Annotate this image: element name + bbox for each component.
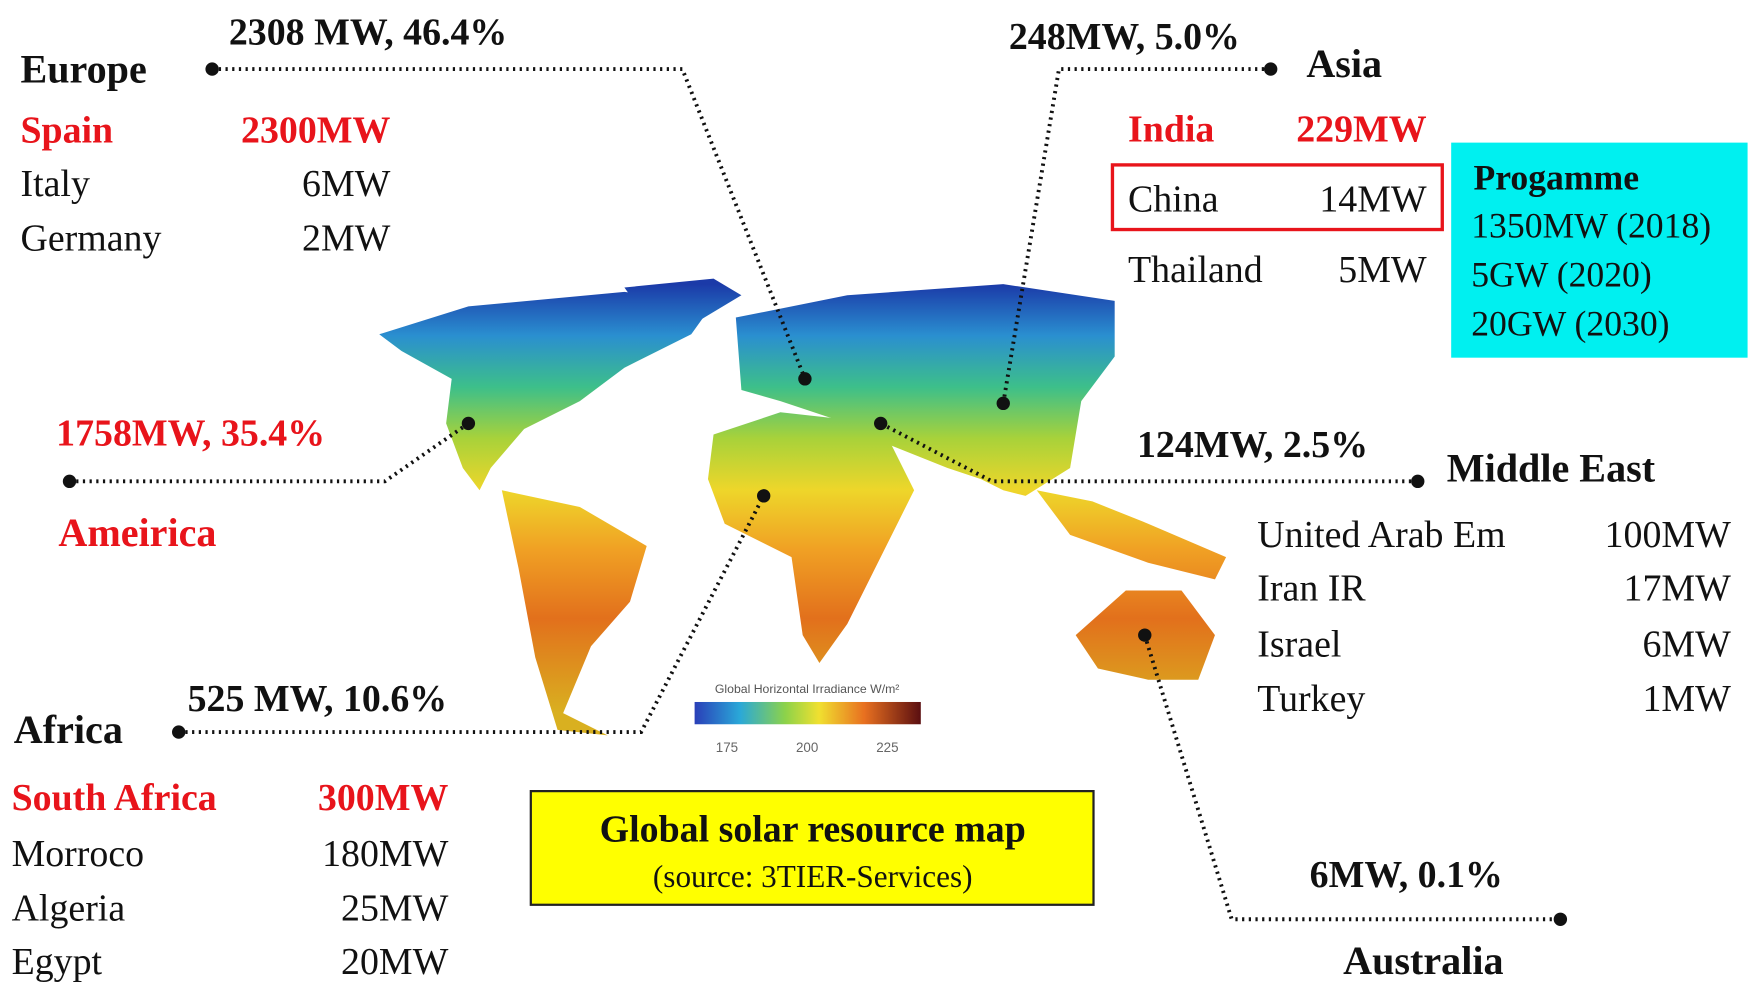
country-name: China — [1128, 179, 1219, 221]
dot — [461, 416, 476, 431]
country-value: 6MW — [302, 163, 391, 205]
programme-item: 1350MW (2018) — [1471, 205, 1711, 245]
dot — [1263, 62, 1278, 76]
southeast-asia — [1036, 490, 1227, 580]
region-summary: 1758MW, 35.4% — [56, 413, 325, 455]
country-value: 14MW — [1319, 179, 1427, 221]
country-value: 5MW — [1338, 249, 1427, 291]
south-america — [501, 490, 647, 736]
dot — [1553, 912, 1568, 926]
dot — [62, 474, 77, 489]
country-value: 25MW — [341, 887, 449, 929]
region-name: Ameirica — [58, 510, 216, 555]
region-name: Europe — [20, 46, 146, 91]
country-name: Turkey — [1257, 678, 1365, 720]
legend-tick: 175 — [716, 740, 738, 755]
leader-lines — [62, 62, 1568, 926]
country-value: 17MW — [1624, 568, 1732, 610]
country-value: 1MW — [1642, 678, 1731, 720]
country-value: 300MW — [318, 777, 449, 819]
region-summary: 525 MW, 10.6% — [188, 678, 448, 720]
title-box — [529, 790, 1095, 906]
irradiance-legend: Global Horizontal Irradiance W/m² 175 20… — [694, 682, 921, 755]
region-name: Africa — [14, 707, 123, 752]
country-name: Spain — [20, 110, 113, 152]
region-name: Middle East — [1447, 445, 1656, 490]
map-source: (source: 3TIER-Services) — [653, 859, 973, 894]
country-value: 229MW — [1296, 109, 1427, 151]
map-title: Global solar resource map — [600, 808, 1026, 850]
leader-line — [879, 421, 1418, 484]
country-name: Israel — [1257, 623, 1341, 665]
programme-item: 20GW (2030) — [1471, 303, 1669, 343]
dot — [1411, 474, 1425, 489]
dot — [172, 725, 186, 739]
eurasia — [735, 284, 1115, 496]
greenland — [624, 278, 742, 326]
world-map — [379, 278, 1227, 736]
country-value: 100MW — [1605, 514, 1731, 556]
programme-item: 5GW (2020) — [1471, 254, 1651, 294]
country-name: United Arab Em — [1257, 514, 1505, 556]
leader-line — [69, 421, 470, 484]
country-name: Algeria — [12, 887, 126, 929]
dot — [874, 416, 888, 431]
country-name: India — [1128, 109, 1214, 151]
region-summary: 124MW, 2.5% — [1137, 424, 1368, 466]
country-name: Egypt — [12, 941, 103, 983]
country-value: 180MW — [322, 833, 448, 875]
region-name: Australia — [1343, 938, 1503, 983]
legend-tick: 225 — [876, 740, 898, 755]
dot — [757, 489, 771, 503]
country-name: South Africa — [12, 777, 217, 819]
country-value: 2300MW — [241, 110, 390, 152]
africa — [707, 412, 915, 663]
legend-title: Global Horizontal Irradiance W/m² — [715, 682, 900, 696]
country-value: 6MW — [1642, 623, 1731, 665]
dot — [1138, 628, 1152, 642]
leader-line — [212, 67, 807, 380]
leader-line — [1142, 634, 1561, 922]
region-summary: 248MW, 5.0% — [1009, 16, 1240, 58]
country-value: 20MW — [341, 941, 449, 983]
programme-box — [1451, 142, 1748, 358]
region-summary: 6MW, 0.1% — [1310, 854, 1503, 896]
dot — [798, 372, 812, 386]
country-name: Morroco — [12, 833, 145, 875]
north-america — [379, 291, 714, 491]
country-value: 2MW — [302, 218, 391, 260]
country-name: Iran IR — [1257, 568, 1366, 610]
programme-title: Progamme — [1473, 157, 1639, 197]
dots — [62, 62, 1568, 926]
dot — [205, 62, 219, 76]
country-name: Italy — [20, 163, 89, 205]
legend-tick: 200 — [796, 740, 818, 755]
country-name: Thailand — [1128, 249, 1263, 291]
highlight-box — [1110, 163, 1444, 232]
dot — [996, 396, 1010, 411]
region-summary: 2308 MW, 46.4% — [229, 12, 507, 54]
region-name: Asia — [1306, 41, 1382, 86]
country-name: Germany — [20, 218, 161, 260]
color-bar — [694, 701, 921, 725]
leader-line — [178, 494, 766, 735]
